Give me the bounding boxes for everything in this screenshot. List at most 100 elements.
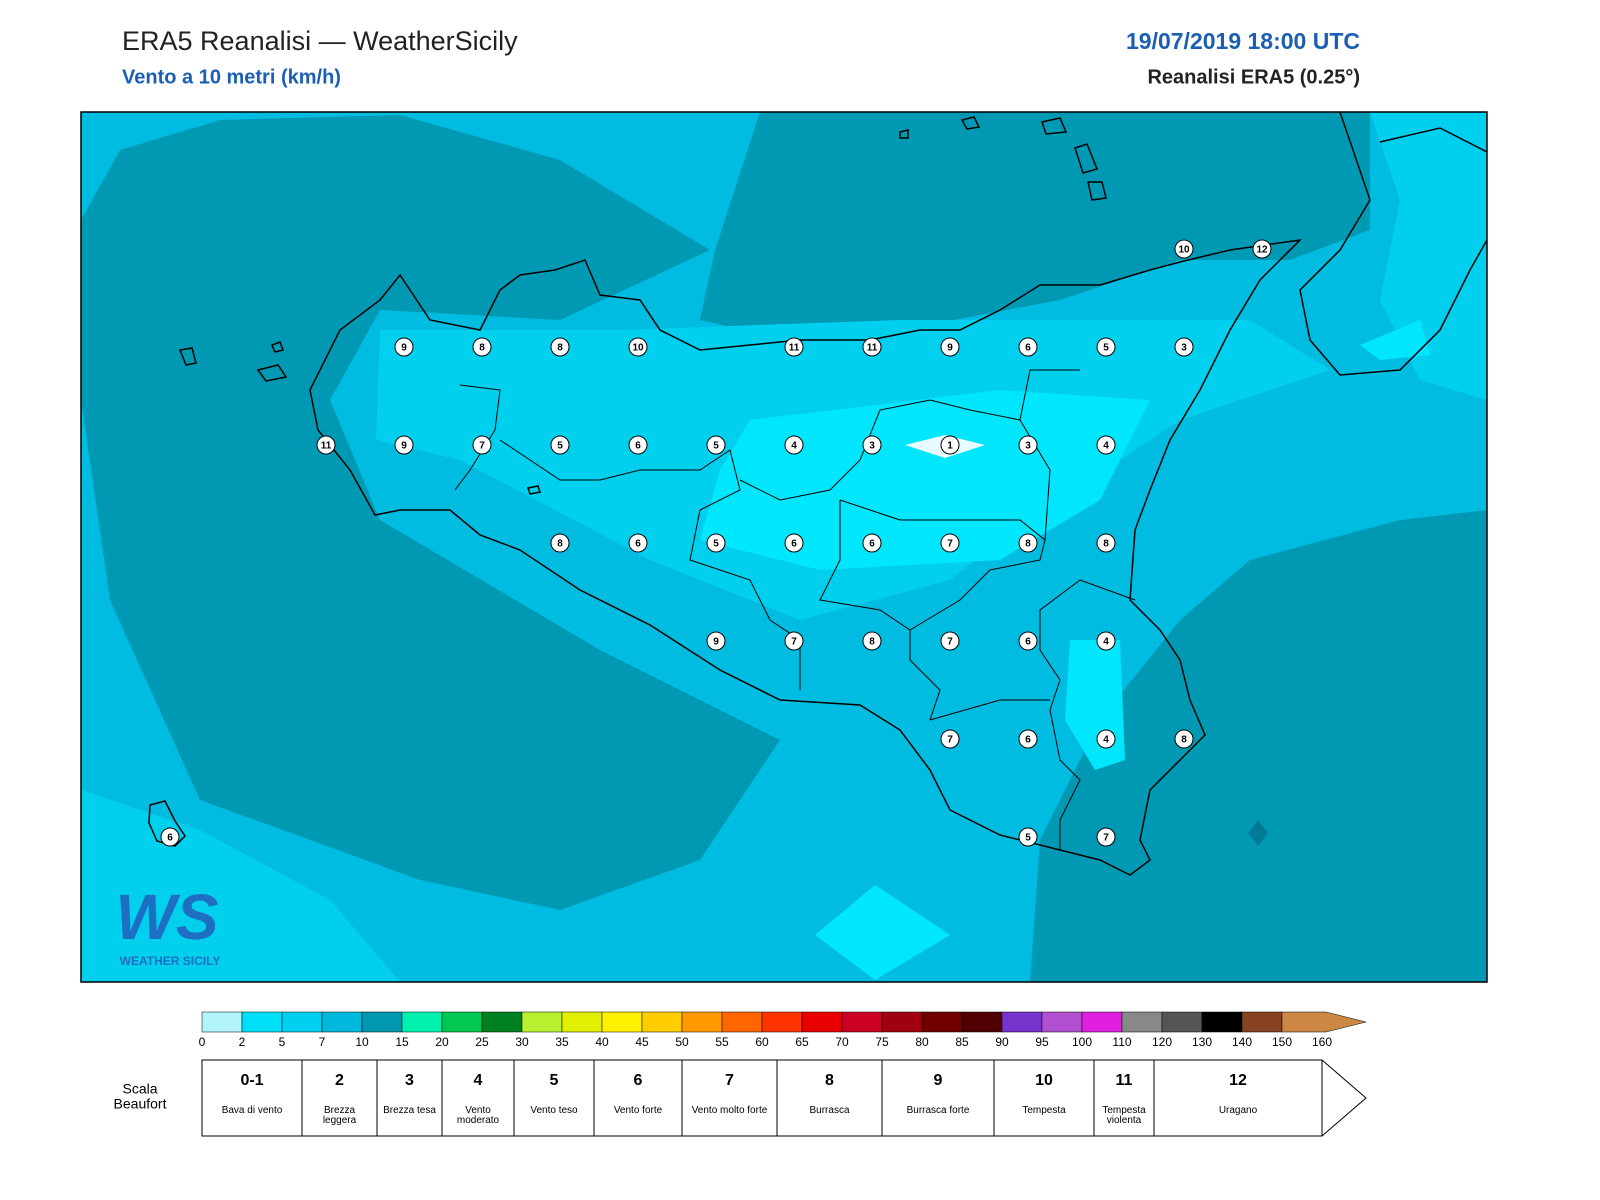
wind-value: 7 (947, 637, 953, 648)
wind-value: 8 (869, 637, 875, 648)
wind-value: 6 (1025, 343, 1031, 354)
wind-marker (1096, 533, 1116, 553)
colorbar-tick-label: 40 (595, 1035, 609, 1049)
wind-value: 4 (791, 441, 797, 452)
beaufort-name: Tempesta violenta (1102, 1105, 1146, 1126)
color-segment (761, 1011, 803, 1033)
beaufort-box (201, 1059, 1367, 1137)
color-segment (441, 1011, 483, 1033)
province-border (929, 699, 1050, 721)
wind-value: 3 (1025, 441, 1031, 452)
beaufort-force: 10 (1035, 1072, 1053, 1089)
colorbar-tick-label: 100 (1072, 1035, 1092, 1049)
wind-marker (1096, 631, 1116, 651)
map-frame (80, 111, 1488, 983)
colorbar-tick-label: 140 (1232, 1035, 1252, 1049)
wind-marker (940, 337, 960, 357)
wind-marker (1174, 239, 1194, 259)
wind-value: 9 (713, 637, 719, 648)
colorbar-tick-label: 95 (1035, 1035, 1049, 1049)
wind-marker (1018, 435, 1038, 455)
colorbar-tick-label: 0 (199, 1035, 206, 1049)
color-segment (281, 1011, 323, 1033)
wind-value: 9 (401, 441, 407, 452)
wind-value: 1 (947, 441, 953, 452)
beaufort-name: Vento moderato (456, 1105, 500, 1126)
wind-value: 6 (635, 539, 641, 550)
color-segment (721, 1011, 763, 1033)
wind-zone (81, 115, 780, 910)
wind-zone (815, 885, 950, 980)
wind-marker (706, 631, 726, 651)
wind-marker (394, 337, 414, 357)
beaufort-name: Uragano (1218, 1105, 1258, 1116)
wind-value: 6 (791, 539, 797, 550)
wind-marker (706, 435, 726, 455)
wind-marker (940, 435, 960, 455)
beaufort-force: 9 (933, 1072, 943, 1089)
wind-marker (628, 337, 648, 357)
color-segment (1081, 1011, 1123, 1033)
colorbar-tick-label: 20 (435, 1035, 449, 1049)
wind-marker (940, 533, 960, 553)
wind-value: 5 (713, 539, 719, 550)
wind-marker (1174, 337, 1194, 357)
colorbar-tick-label: 45 (635, 1035, 649, 1049)
colorbar-tick-label: 55 (715, 1035, 729, 1049)
wind-value: 3 (869, 441, 875, 452)
color-segment (1281, 1011, 1367, 1033)
wind-marker (862, 631, 882, 651)
wind-value: 9 (401, 343, 407, 354)
model: Reanalisi ERA5 (0.25°) (1147, 66, 1360, 88)
wind-value: 4 (1103, 441, 1109, 452)
colorbar-tick-label: 85 (955, 1035, 969, 1049)
wind-marker (1174, 729, 1194, 749)
wind-value: 7 (791, 637, 797, 648)
wind-marker (394, 435, 414, 455)
wind-zone (1360, 320, 1430, 360)
wind-value: 7 (947, 539, 953, 550)
wind-value: 7 (1103, 833, 1109, 844)
scale-label: Scala (122, 1081, 157, 1097)
wind-marker (550, 533, 570, 553)
colorbar-tick-label: 25 (475, 1035, 489, 1049)
wind-value: 5 (557, 441, 563, 452)
wind-value: 6 (1025, 735, 1031, 746)
wind-marker (862, 533, 882, 553)
colorbar-tick-label: 110 (1112, 1035, 1131, 1049)
date: 19/07/2019 18:00 UTC (1126, 28, 1360, 54)
wind-marker (1018, 631, 1038, 651)
wind-marker (1018, 729, 1038, 749)
wind-marker (1096, 729, 1116, 749)
wind-value: 12 (1256, 245, 1268, 256)
color-segment (801, 1011, 843, 1033)
beaufort-name: Brezza leggera (322, 1105, 357, 1126)
wind-value: 6 (167, 833, 173, 844)
wind-marker (1018, 337, 1038, 357)
colorbar-tick-label: 120 (1152, 1035, 1172, 1049)
beaufort-force: 6 (633, 1072, 643, 1089)
wind-zone (1370, 112, 1487, 400)
color-segment (201, 1011, 243, 1033)
wind-marker (784, 337, 804, 357)
wind-value: 8 (1103, 539, 1109, 550)
coastline (1379, 127, 1487, 153)
colorbar-tick-label: 30 (515, 1035, 529, 1049)
beaufort-force: 5 (549, 1072, 559, 1089)
title: ERA5 Reanalisi — WeatherSicily (122, 26, 518, 56)
wind-marker (628, 533, 648, 553)
beaufort-force: 8 (825, 1072, 834, 1089)
colorbar-tick-label: 7 (319, 1035, 326, 1049)
wind-value: 8 (479, 343, 485, 354)
wind-marker (784, 435, 804, 455)
colorbar-tick-label: 150 (1272, 1035, 1292, 1049)
colorbar-tick-label: 2 (239, 1035, 246, 1049)
colorbar-tick-label: 75 (875, 1035, 889, 1049)
color-segment (1001, 1011, 1043, 1033)
wind-value: 3 (1181, 343, 1187, 354)
wind-marker (1018, 533, 1038, 553)
wind-marker (1252, 239, 1272, 259)
color-segment (1201, 1011, 1243, 1033)
wind-marker (1096, 435, 1116, 455)
